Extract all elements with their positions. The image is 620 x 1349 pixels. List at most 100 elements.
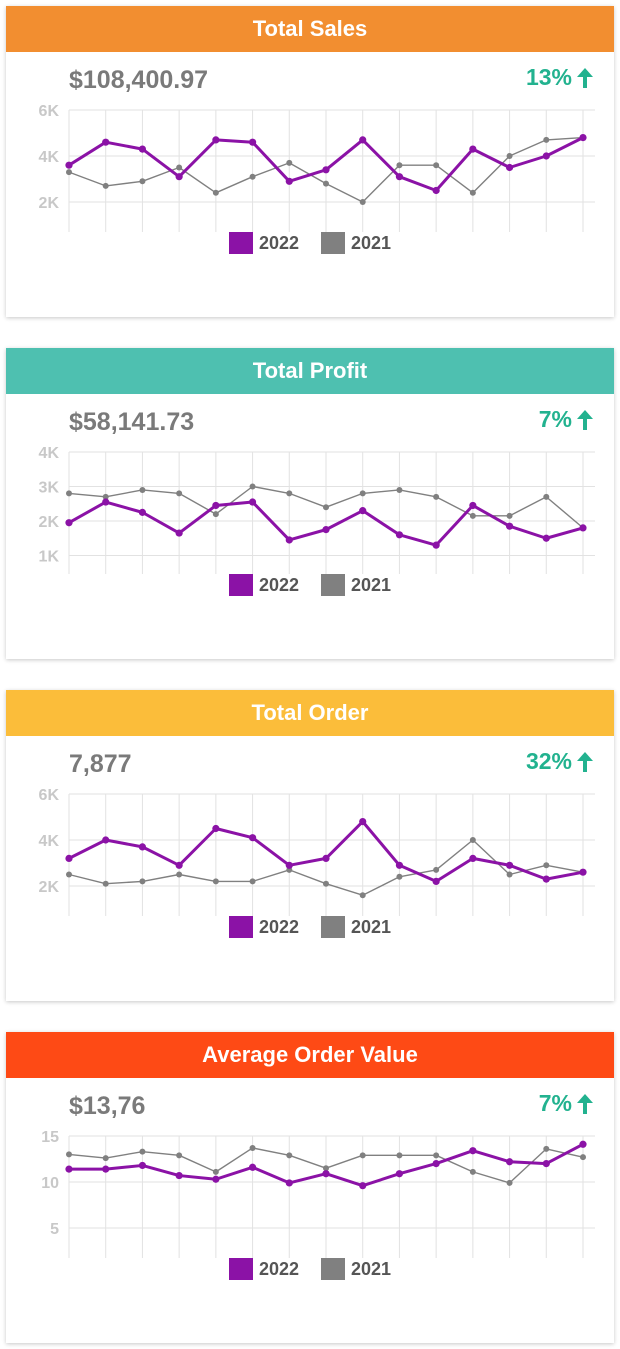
y-tick-label: 2K xyxy=(39,195,60,212)
line-chart: 051015 xyxy=(41,1129,595,1258)
legend-swatch-2022 xyxy=(228,232,253,254)
card-header: Total Order xyxy=(6,690,614,736)
legend-item-2022: 2022 xyxy=(228,574,299,596)
data-point-2022 xyxy=(65,519,73,527)
y-tick-label: 4K xyxy=(39,833,60,850)
data-point-2021 xyxy=(212,1168,219,1175)
data-point-2022 xyxy=(322,526,330,534)
legend-swatch-2021 xyxy=(321,574,345,596)
card-header: Average Order Value xyxy=(6,1032,614,1078)
data-point-2021 xyxy=(396,1152,403,1159)
data-point-2021 xyxy=(139,1148,146,1155)
data-point-2021 xyxy=(543,862,550,869)
average-order-value-card: Average Order Value $13,76 7% 051015 202… xyxy=(6,1032,614,1343)
data-point-2021 xyxy=(469,837,476,843)
data-point-2022 xyxy=(175,861,183,869)
stat-value: $13,76 xyxy=(69,1092,146,1120)
data-point-2021 xyxy=(249,1144,256,1151)
chart-legend: 2022 2021 xyxy=(6,574,614,596)
data-point-2022 xyxy=(65,161,73,169)
change-percent: 7% xyxy=(538,1090,572,1116)
y-tick-label: 1K xyxy=(39,549,60,566)
stat-change: 7% xyxy=(539,1090,594,1117)
data-point-2022 xyxy=(138,508,147,516)
data-point-2022 xyxy=(285,1179,293,1187)
y-tick-label: 15 xyxy=(41,1129,59,1146)
data-point-2022 xyxy=(579,1140,587,1148)
data-point-2022 xyxy=(395,861,404,869)
data-point-2022 xyxy=(505,163,514,172)
data-point-2022 xyxy=(322,166,330,174)
data-point-2021 xyxy=(323,880,329,887)
data-point-2021 xyxy=(359,892,366,899)
data-point-2021 xyxy=(359,199,366,205)
total-sales-card: Total Sales $108,400.97 13% 02K4K6K 2022… xyxy=(6,6,614,317)
legend-item-2022: 2022 xyxy=(228,232,299,254)
stat-value: 7,877 xyxy=(69,750,132,778)
data-point-2021 xyxy=(102,1155,109,1162)
data-point-2022 xyxy=(542,152,550,160)
data-point-2022 xyxy=(175,1171,183,1180)
data-point-2021 xyxy=(212,511,219,518)
data-point-2022 xyxy=(248,834,257,842)
data-point-2021 xyxy=(176,1152,183,1159)
data-point-2022 xyxy=(469,145,477,153)
y-tick-label: 10 xyxy=(41,1175,59,1192)
data-point-2021 xyxy=(359,1152,366,1159)
data-point-2021 xyxy=(102,880,109,887)
data-point-2021 xyxy=(176,871,183,878)
data-point-2022 xyxy=(359,507,367,515)
data-point-2022 xyxy=(542,1160,550,1168)
data-point-2022 xyxy=(505,1158,514,1166)
y-tick-label: 3K xyxy=(39,480,60,497)
legend-item-2022: 2022 xyxy=(228,1258,299,1280)
data-point-2022 xyxy=(285,861,293,869)
data-point-2021 xyxy=(433,866,440,873)
data-point-2021 xyxy=(433,162,440,169)
y-tick-label: 6K xyxy=(39,103,60,120)
data-point-2021 xyxy=(506,1179,513,1186)
data-point-2022 xyxy=(138,1161,147,1170)
data-point-2022 xyxy=(469,854,477,862)
arrow-up-icon xyxy=(577,1093,593,1114)
data-point-2021 xyxy=(139,486,146,493)
data-point-2021 xyxy=(139,878,146,885)
data-point-2022 xyxy=(469,501,477,510)
legend-label: 2022 xyxy=(258,916,299,937)
data-point-2021 xyxy=(396,486,403,493)
data-point-2021 xyxy=(506,512,513,519)
stat-change: 13% xyxy=(526,64,594,91)
legend-item-2021: 2021 xyxy=(321,1258,391,1280)
data-point-2022 xyxy=(322,1170,330,1178)
y-tick-label: 2K xyxy=(39,879,60,896)
total-order-card: Total Order 7,877 32% 02K4K6K 2022 2021 xyxy=(6,690,614,1001)
data-point-2021 xyxy=(396,162,403,169)
data-point-2022 xyxy=(432,877,440,885)
data-point-2022 xyxy=(248,138,257,146)
data-point-2021 xyxy=(249,173,256,180)
data-point-2022 xyxy=(102,1165,110,1173)
change-percent: 13% xyxy=(525,64,572,90)
data-point-2021 xyxy=(212,189,219,196)
data-point-2022 xyxy=(102,138,110,146)
data-point-2021 xyxy=(176,490,183,497)
data-point-2021 xyxy=(433,493,440,500)
legend-label: 2021 xyxy=(351,1258,392,1279)
data-point-2022 xyxy=(395,531,404,539)
legend-label: 2021 xyxy=(351,916,392,937)
data-point-2021 xyxy=(323,1165,329,1172)
stat-change: 7% xyxy=(539,406,594,433)
data-point-2022 xyxy=(579,524,587,532)
card-header: Total Profit xyxy=(6,348,614,394)
data-point-2021 xyxy=(286,490,293,497)
data-point-2021 xyxy=(286,1152,293,1159)
legend-swatch-2022 xyxy=(228,916,253,938)
data-point-2021 xyxy=(543,493,550,500)
legend-label: 2021 xyxy=(351,232,392,253)
data-point-2022 xyxy=(285,536,293,544)
data-point-2022 xyxy=(248,1163,257,1171)
legend-swatch-2021 xyxy=(321,232,345,254)
data-point-2021 xyxy=(580,1154,586,1161)
data-point-2022 xyxy=(542,534,550,542)
data-point-2022 xyxy=(175,173,183,181)
